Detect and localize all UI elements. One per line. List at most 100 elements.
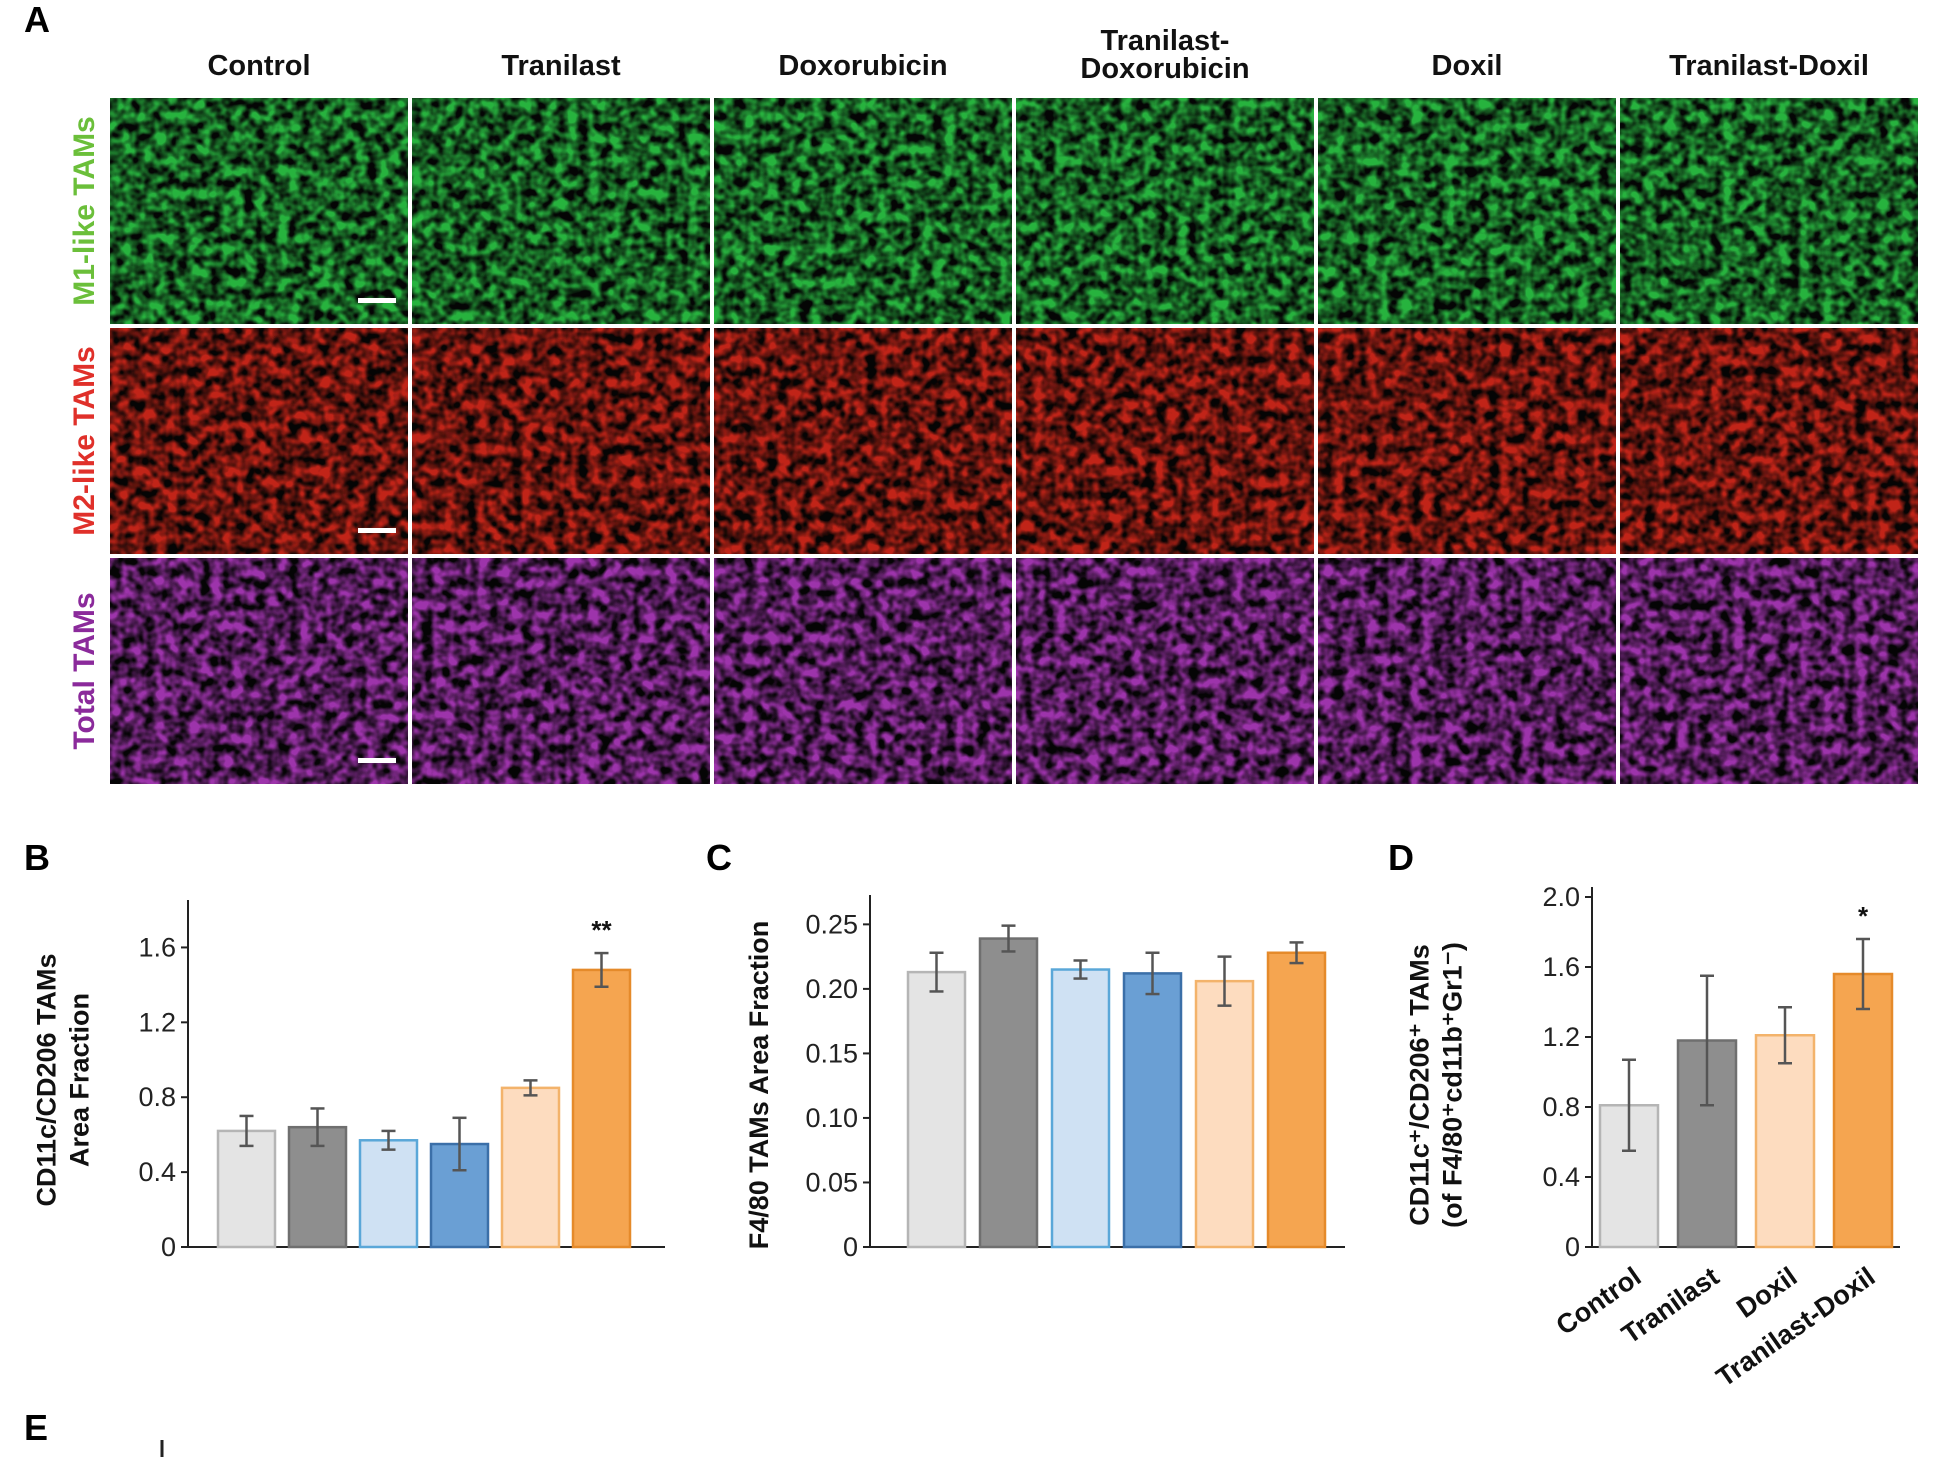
- stain-signal: [110, 328, 408, 554]
- bar: [1122, 972, 1183, 1249]
- y-axis-label-line: (of F4/80⁺cd11b⁺Gr1⁻): [1438, 942, 1468, 1228]
- chart-c: 0 0.05 0.10 0.15 0.20 0.25 F4/80 TAMs Area Fra…: [744, 895, 1345, 1262]
- scale-bar: [358, 298, 396, 303]
- stain-signal: [1016, 558, 1314, 784]
- y-tick-label: 0.20: [805, 974, 858, 1004]
- bar: [1266, 951, 1327, 1249]
- bar: [571, 968, 632, 1249]
- y-tick-label: 1.6: [138, 932, 176, 962]
- stain-signal: [1620, 328, 1918, 554]
- panel-label-c: C: [706, 837, 732, 878]
- micrograph-tile: [1016, 558, 1314, 784]
- column-title: Tranilast: [501, 50, 621, 82]
- y-tick-label: 0.15: [805, 1038, 858, 1068]
- stain-signal: [110, 98, 408, 324]
- micrograph-tile: [1620, 558, 1918, 784]
- y-axis-label-line: F4/80 TAMs Area Fraction: [744, 921, 774, 1250]
- y-tick-label: 0.05: [805, 1167, 858, 1197]
- significance-marker: *: [1858, 901, 1869, 931]
- y-tick-label: 0: [1565, 1232, 1580, 1262]
- y-tick-label: 0.4: [138, 1157, 176, 1187]
- y-axis-label-line: Area Fraction: [65, 993, 95, 1167]
- micrograph-grid: [110, 98, 1918, 784]
- y-tick-label: 1.6: [1542, 952, 1580, 982]
- column-titles: Control Tranilast DoxorubicinTranilast-Dox…: [207, 25, 1868, 85]
- bar: [358, 1139, 419, 1249]
- stain-signal: [1620, 98, 1918, 324]
- column-title-line: Tranilast: [501, 50, 621, 82]
- y-tick-label: 0.10: [805, 1103, 858, 1133]
- micrograph-tile: [110, 328, 408, 554]
- bar: [978, 937, 1039, 1249]
- stain-signal: [714, 558, 1012, 784]
- scale-bar: [358, 758, 396, 763]
- column-title-line: Doxil: [1432, 50, 1503, 82]
- stain-signal: [412, 558, 710, 784]
- stain-signal: [1016, 98, 1314, 324]
- y-tick-label: 2.0: [1542, 882, 1580, 912]
- row-label-suffix: TAMs: [68, 116, 101, 204]
- panel-label-a: A: [24, 0, 50, 40]
- micrograph-tile: [1318, 98, 1616, 324]
- micrograph-tile: [412, 98, 710, 324]
- y-axis-label: CD11c⁺/CD206⁺ TAMs (of F4/80⁺cd11b⁺Gr1⁻): [1405, 942, 1468, 1228]
- y-axis-label: CD11c/CD206 TAMs Area Fraction: [32, 953, 95, 1206]
- y-tick-label: 0.8: [1542, 1092, 1580, 1122]
- y-tick-label: 1.2: [1542, 1022, 1580, 1052]
- stain-signal: [714, 98, 1012, 324]
- stain-signal: [1016, 328, 1314, 554]
- row-label: Total TAMs: [68, 592, 101, 749]
- row-label-prefix: M1-like: [68, 204, 101, 306]
- scale-bar: [358, 528, 396, 533]
- micrograph-tile: [110, 98, 408, 324]
- column-title-line: Tranilast-: [1101, 25, 1230, 57]
- column-title: Doxorubicin: [778, 50, 947, 82]
- column-title-line: Control: [207, 50, 310, 82]
- row-label: M2-like TAMs: [68, 346, 101, 536]
- micrograph-tile: [1016, 98, 1314, 324]
- stain-signal: [1318, 98, 1616, 324]
- column-title: Tranilast-Doxorubicin: [1080, 25, 1249, 85]
- y-tick-label: 0.8: [138, 1082, 176, 1112]
- row-label-suffix: TAMs: [68, 592, 101, 680]
- y-tick-label: 0: [843, 1232, 858, 1262]
- micrograph-tile: [714, 328, 1012, 554]
- bar: [216, 1129, 277, 1249]
- micrograph-tile: [1620, 98, 1918, 324]
- stain-signal: [412, 328, 710, 554]
- significance-marker: **: [591, 915, 612, 945]
- y-tick-label: 0.25: [805, 909, 858, 939]
- stain-signal: [1620, 558, 1918, 784]
- y-tick-label: 0.4: [1542, 1162, 1580, 1192]
- y-axis-label-line: CD11c⁺/CD206⁺ TAMs: [1405, 944, 1435, 1226]
- panel-label-d: D: [1388, 837, 1414, 878]
- row-label-suffix: TAMs: [68, 346, 101, 434]
- y-axis-label: F4/80 TAMs Area Fraction: [744, 921, 774, 1250]
- micrograph-tile: [1620, 328, 1918, 554]
- column-title-line: Doxorubicin: [778, 50, 947, 82]
- micrograph-tile: [412, 328, 710, 554]
- micrograph-tile: [714, 98, 1012, 324]
- row-label: M1-like TAMs: [68, 116, 101, 306]
- column-title: Control: [207, 50, 310, 82]
- column-title-line: Doxorubicin: [1080, 53, 1249, 85]
- micrograph-tile: [1318, 558, 1616, 784]
- micrograph-tile: [714, 558, 1012, 784]
- stain-signal: [110, 558, 408, 784]
- panel-label-e: E: [24, 1407, 48, 1448]
- bar: [500, 1086, 561, 1249]
- stain-signal: [1318, 328, 1616, 554]
- column-title: Tranilast-Doxil: [1669, 50, 1869, 82]
- y-tick-label: 0: [161, 1232, 176, 1262]
- micrograph-tile: [1318, 328, 1616, 554]
- bar: [1754, 1034, 1816, 1249]
- panel-label-b: B: [24, 837, 50, 878]
- y-axis-label-line: CD11c/CD206 TAMs: [32, 953, 62, 1206]
- column-title-line: Tranilast-Doxil: [1669, 50, 1869, 82]
- stain-signal: [412, 98, 710, 324]
- column-title: Doxil: [1432, 50, 1503, 82]
- stain-signal: [1318, 558, 1616, 784]
- chart-b: 0 0.4 0.8 1.2 1.6 CD11c/CD206 TAMs Area Fracti…: [32, 900, 665, 1262]
